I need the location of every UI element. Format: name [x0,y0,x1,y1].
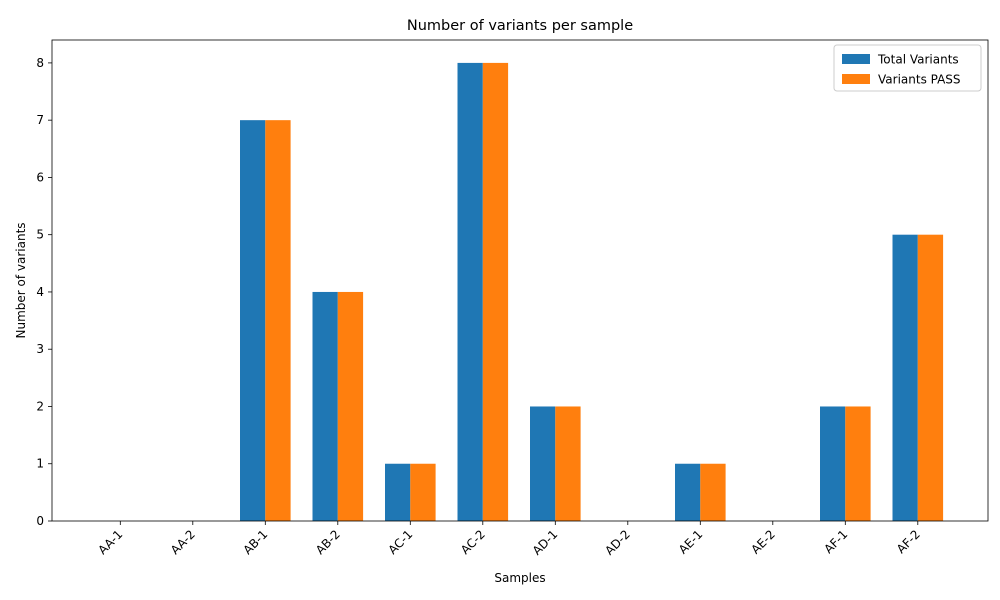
bar-total-ad-1 [530,406,556,521]
legend-swatch-pass [842,74,870,84]
y-axis: 0 1 2 3 4 5 6 7 8 [36,56,52,528]
bar-pass-af-2 [917,234,944,521]
bar-pass-ae-1 [700,463,726,521]
y-tick-label: 2 [36,399,44,413]
x-axis-label: Samples [494,571,545,585]
y-tick-label: 3 [36,342,44,356]
legend-swatch-total [842,54,870,64]
legend-label-pass: Variants PASS [878,73,961,87]
bar-total-ac-1 [385,463,411,521]
bar-pass-ac-2 [482,62,509,522]
y-tick-label: 1 [36,457,44,471]
legend: Total Variants Variants PASS [833,44,982,92]
bar-pass-ab-2 [337,291,364,521]
bar-pass-ab-1 [265,120,291,522]
y-tick-label: 5 [36,228,44,242]
legend-label-total: Total Variants [877,53,959,67]
chart-title: Number of variants per sample [407,18,633,34]
bar-pass-af-1 [845,406,871,521]
bar-pass-ac-1 [410,463,436,521]
legend-box [833,44,982,92]
y-tick-label: 6 [36,170,44,184]
bar-pass-ad-1 [555,406,581,521]
bar-total-af-2 [892,234,918,521]
y-tick-label: 0 [36,514,44,528]
y-tick-label: 8 [36,56,44,70]
plot-frame [51,39,989,522]
bars-group [240,62,944,522]
y-axis-label: Number of variants [14,222,28,338]
bar-total-ab-2 [312,291,338,521]
bar-total-ae-1 [675,463,701,521]
bar-total-ac-2 [457,62,483,522]
bar-total-af-1 [820,406,846,521]
bar-total-ab-1 [240,120,266,522]
y-tick-label: 4 [36,285,44,299]
y-tick-label: 7 [36,113,44,127]
